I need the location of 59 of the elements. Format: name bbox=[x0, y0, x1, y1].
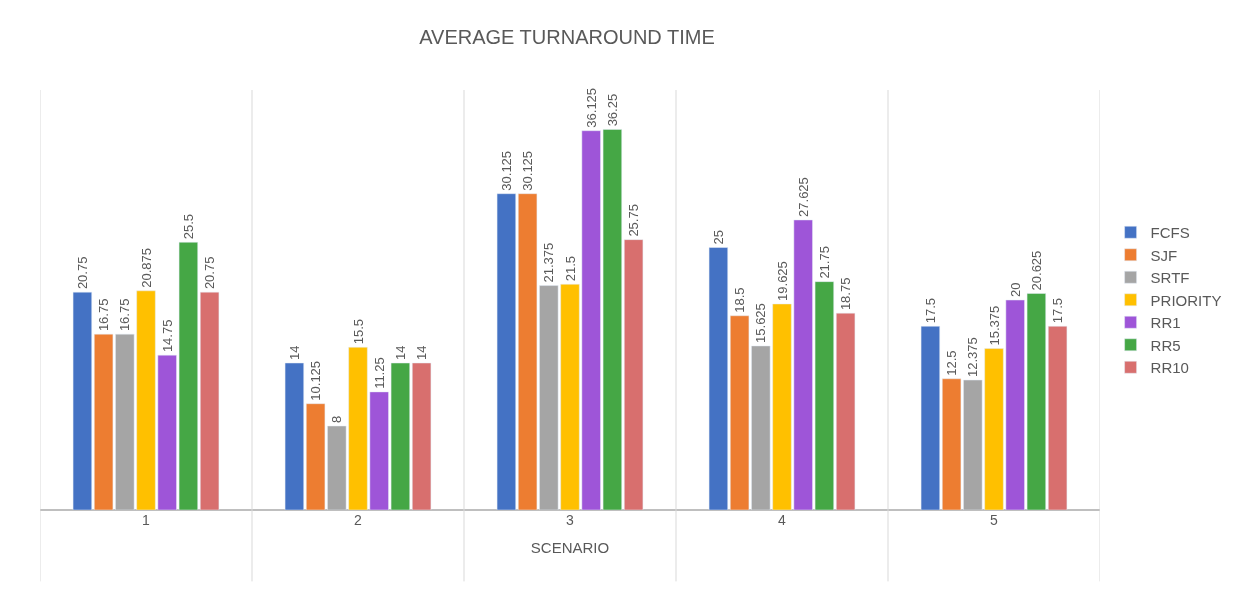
x-axis-title: SCENARIO bbox=[530, 539, 610, 556]
data-label: 36.125 bbox=[583, 87, 599, 128]
data-label: 14.75 bbox=[159, 319, 175, 353]
legend-label: SJF bbox=[1150, 246, 1178, 264]
bar bbox=[284, 362, 304, 510]
x-tick-label: 1 bbox=[142, 512, 151, 528]
data-label: 12.375 bbox=[965, 337, 981, 378]
data-label: 20.875 bbox=[138, 248, 154, 288]
data-label: 18.75 bbox=[838, 277, 854, 311]
x-tick-label: 2 bbox=[354, 512, 363, 528]
legend-label: FCFS bbox=[1150, 224, 1190, 242]
bar bbox=[1048, 326, 1068, 510]
data-label: 27.625 bbox=[795, 177, 811, 217]
bar bbox=[836, 312, 856, 510]
data-label: 11.25 bbox=[371, 357, 387, 389]
data-label: 16.75 bbox=[117, 298, 133, 332]
legend-label: RR1 bbox=[1150, 314, 1181, 332]
data-label: 14 bbox=[392, 345, 408, 360]
data-label: 21.5 bbox=[562, 255, 578, 282]
data-label: 17.5 bbox=[1050, 297, 1066, 324]
data-label: 20.625 bbox=[1028, 250, 1044, 291]
data-label: 25.75 bbox=[626, 204, 642, 237]
data-label: 19.625 bbox=[774, 261, 790, 301]
data-label: 20.75 bbox=[202, 256, 218, 290]
data-label: 30.125 bbox=[520, 150, 536, 191]
data-label: 10.125 bbox=[308, 360, 324, 401]
x-tick-label: 4 bbox=[778, 512, 787, 528]
bar bbox=[624, 239, 644, 510]
data-label: 15.625 bbox=[753, 303, 769, 343]
legend-label: RR10 bbox=[1150, 359, 1189, 377]
data-label: 12.5 bbox=[944, 350, 960, 376]
legend-label: RR5 bbox=[1150, 336, 1181, 354]
data-label: 25.5 bbox=[180, 213, 196, 240]
bar bbox=[72, 291, 92, 510]
data-label: 14 bbox=[414, 345, 430, 360]
bar bbox=[200, 291, 220, 510]
legend-label: SRTF bbox=[1150, 269, 1190, 287]
legend-label: PRIORITY bbox=[1150, 291, 1222, 309]
data-label: 15.375 bbox=[986, 305, 1002, 346]
data-label: 21.375 bbox=[541, 242, 557, 283]
data-label: 15.5 bbox=[350, 318, 366, 345]
x-tick-label: 5 bbox=[990, 512, 999, 528]
data-label: 25 bbox=[710, 230, 726, 245]
data-label: 36.25 bbox=[604, 93, 620, 127]
data-label: 20 bbox=[1007, 282, 1023, 297]
bar bbox=[708, 247, 728, 510]
data-label: 17.5 bbox=[922, 297, 938, 324]
data-label: 8 bbox=[329, 415, 345, 423]
data-label: 18.5 bbox=[732, 287, 748, 313]
data-label: 14 bbox=[286, 345, 302, 360]
chart-title: AVERAGE TURNAROUND TIME bbox=[419, 25, 715, 48]
data-label: 21.75 bbox=[816, 246, 832, 279]
x-tick-label: 3 bbox=[566, 512, 575, 528]
data-label: 30.125 bbox=[498, 150, 514, 191]
data-label: 16.75 bbox=[96, 298, 112, 332]
bar bbox=[412, 362, 432, 510]
bar bbox=[920, 326, 940, 510]
bar bbox=[496, 193, 516, 510]
data-label: 20.75 bbox=[74, 256, 90, 290]
